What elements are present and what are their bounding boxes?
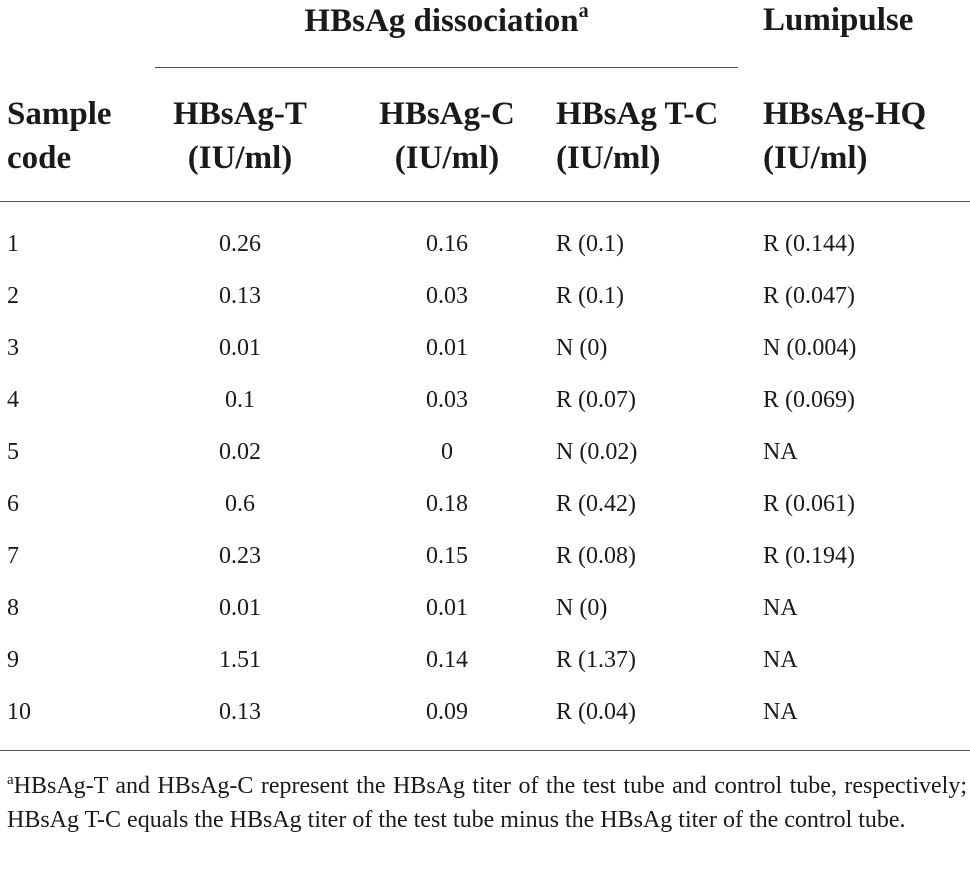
cell-hbsag-c: 0.01 [426, 595, 468, 621]
cell-hbsag-c: 0.03 [426, 387, 468, 413]
table-body: 1 0.26 0.16 R (0.1) R (0.144) 2 0.13 0.0… [0, 218, 970, 738]
cell-hbsag-t-c: R (0.1) [556, 283, 624, 309]
cell-hbsag-t-c: R (0.07) [556, 387, 636, 413]
group-header-hbsag-dissociation: HBsAg dissociationa [155, 0, 738, 40]
column-header-line: (IU/ml) [763, 140, 868, 176]
cell-hbsag-c: 0 [441, 439, 453, 465]
cell-sample-code: 4 [7, 387, 19, 413]
cell-hbsag-c: 0.01 [426, 335, 468, 361]
cell-sample-code: 8 [7, 595, 19, 621]
table-row: 6 0.6 0.18 R (0.42) R (0.061) [0, 478, 970, 530]
cell-sample-code: 1 [7, 231, 19, 257]
group-header-rule [155, 67, 738, 68]
column-header-hbsag-t: HBsAg-T (IU/ml) [160, 92, 320, 180]
column-header-line: (IU/ml) [394, 140, 500, 176]
cell-hbsag-t-c: R (0.04) [556, 699, 636, 725]
cell-hbsag-t-c: R (0.42) [556, 491, 636, 517]
cell-hbsag-hq: R (0.194) [763, 543, 855, 569]
column-header-line: HBsAg-T [173, 96, 307, 132]
column-header-sample-code: Sample code [7, 92, 112, 180]
column-header-line: HBsAg-HQ [763, 96, 927, 132]
cell-sample-code: 2 [7, 283, 19, 309]
cell-hbsag-c: 0.09 [426, 699, 468, 725]
cell-hbsag-t-c: R (0.1) [556, 231, 624, 257]
cell-hbsag-t-c: N (0) [556, 335, 608, 361]
footnote-paragraph: aHBsAg-T and HBsAg-C represent the HBsAg… [7, 763, 967, 837]
cell-hbsag-c: 0.15 [426, 543, 468, 569]
cell-sample-code: 5 [7, 439, 19, 465]
table-row: 9 1.51 0.14 R (1.37) NA [0, 634, 970, 686]
cell-hbsag-hq: R (0.047) [763, 283, 855, 309]
cell-hbsag-t-c: N (0) [556, 595, 608, 621]
cell-hbsag-t: 0.6 [225, 491, 255, 517]
cell-hbsag-hq: NA [763, 699, 798, 725]
cell-hbsag-t: 0.1 [225, 387, 255, 413]
cell-hbsag-t: 0.01 [219, 595, 261, 621]
cell-hbsag-t: 1.51 [219, 647, 261, 673]
column-header-line: HBsAg T-C [556, 96, 719, 132]
column-header-line: (IU/ml) [187, 140, 293, 176]
cell-hbsag-c: 0.18 [426, 491, 468, 517]
table-row: 2 0.13 0.03 R (0.1) R (0.047) [0, 270, 970, 322]
cell-sample-code: 7 [7, 543, 19, 569]
cell-hbsag-hq: R (0.144) [763, 231, 855, 257]
table-row: 8 0.01 0.01 N (0) NA [0, 582, 970, 634]
cell-hbsag-hq: N (0.004) [763, 335, 857, 361]
cell-hbsag-t: 0.13 [219, 283, 261, 309]
column-header-hbsag-hq: HBsAg-HQ (IU/ml) [763, 92, 926, 180]
cell-hbsag-hq: R (0.069) [763, 387, 855, 413]
cell-hbsag-c: 0.16 [426, 231, 468, 257]
cell-sample-code: 6 [7, 491, 19, 517]
cell-hbsag-c: 0.14 [426, 647, 468, 673]
cell-hbsag-t: 0.01 [219, 335, 261, 361]
column-header-line: Sample [7, 96, 112, 132]
cell-hbsag-t-c: R (1.37) [556, 647, 636, 673]
footnote-text: HBsAg-T and HBsAg-C represent the HBsAg … [7, 773, 967, 833]
cell-hbsag-hq: NA [763, 647, 798, 673]
cell-hbsag-hq: R (0.061) [763, 491, 855, 517]
footnote-marker: a [578, 0, 589, 22]
table-row: 7 0.23 0.15 R (0.08) R (0.194) [0, 530, 970, 582]
cell-sample-code: 9 [7, 647, 19, 673]
column-header-line: code [7, 140, 72, 176]
table-bottom-rule [0, 750, 970, 751]
cell-hbsag-t-c: R (0.08) [556, 543, 636, 569]
cell-sample-code: 3 [7, 335, 19, 361]
cell-hbsag-hq: NA [763, 439, 798, 465]
cell-hbsag-t: 0.13 [219, 699, 261, 725]
cell-hbsag-hq: NA [763, 595, 798, 621]
cell-hbsag-c: 0.03 [426, 283, 468, 309]
cell-hbsag-t: 0.26 [219, 231, 261, 257]
header-bottom-rule [0, 201, 970, 202]
table-row: 4 0.1 0.03 R (0.07) R (0.069) [0, 374, 970, 426]
cell-hbsag-t-c: N (0.02) [556, 439, 638, 465]
column-header-line: HBsAg-C [379, 96, 515, 132]
cell-hbsag-t: 0.02 [219, 439, 261, 465]
group-header-label: HBsAg dissociation [304, 3, 579, 39]
column-header-hbsag-c: HBsAg-C (IU/ml) [367, 92, 527, 180]
table-row: 5 0.02 0 N (0.02) NA [0, 426, 970, 478]
footnote-marker: a [7, 772, 14, 788]
table-row: 3 0.01 0.01 N (0) N (0.004) [0, 322, 970, 374]
table-row: 1 0.26 0.16 R (0.1) R (0.144) [0, 218, 970, 270]
table-row: 10 0.13 0.09 R (0.04) NA [0, 686, 970, 738]
table-footnote: aHBsAg-T and HBsAg-C represent the HBsAg… [7, 763, 967, 837]
column-header-hbsag-t-c: HBsAg T-C (IU/ml) [556, 92, 718, 180]
cell-sample-code: 10 [7, 699, 31, 725]
cell-hbsag-t: 0.23 [219, 543, 261, 569]
group-header-lumipulse: Lumipulse [763, 2, 914, 38]
column-header-line: (IU/ml) [556, 140, 661, 176]
